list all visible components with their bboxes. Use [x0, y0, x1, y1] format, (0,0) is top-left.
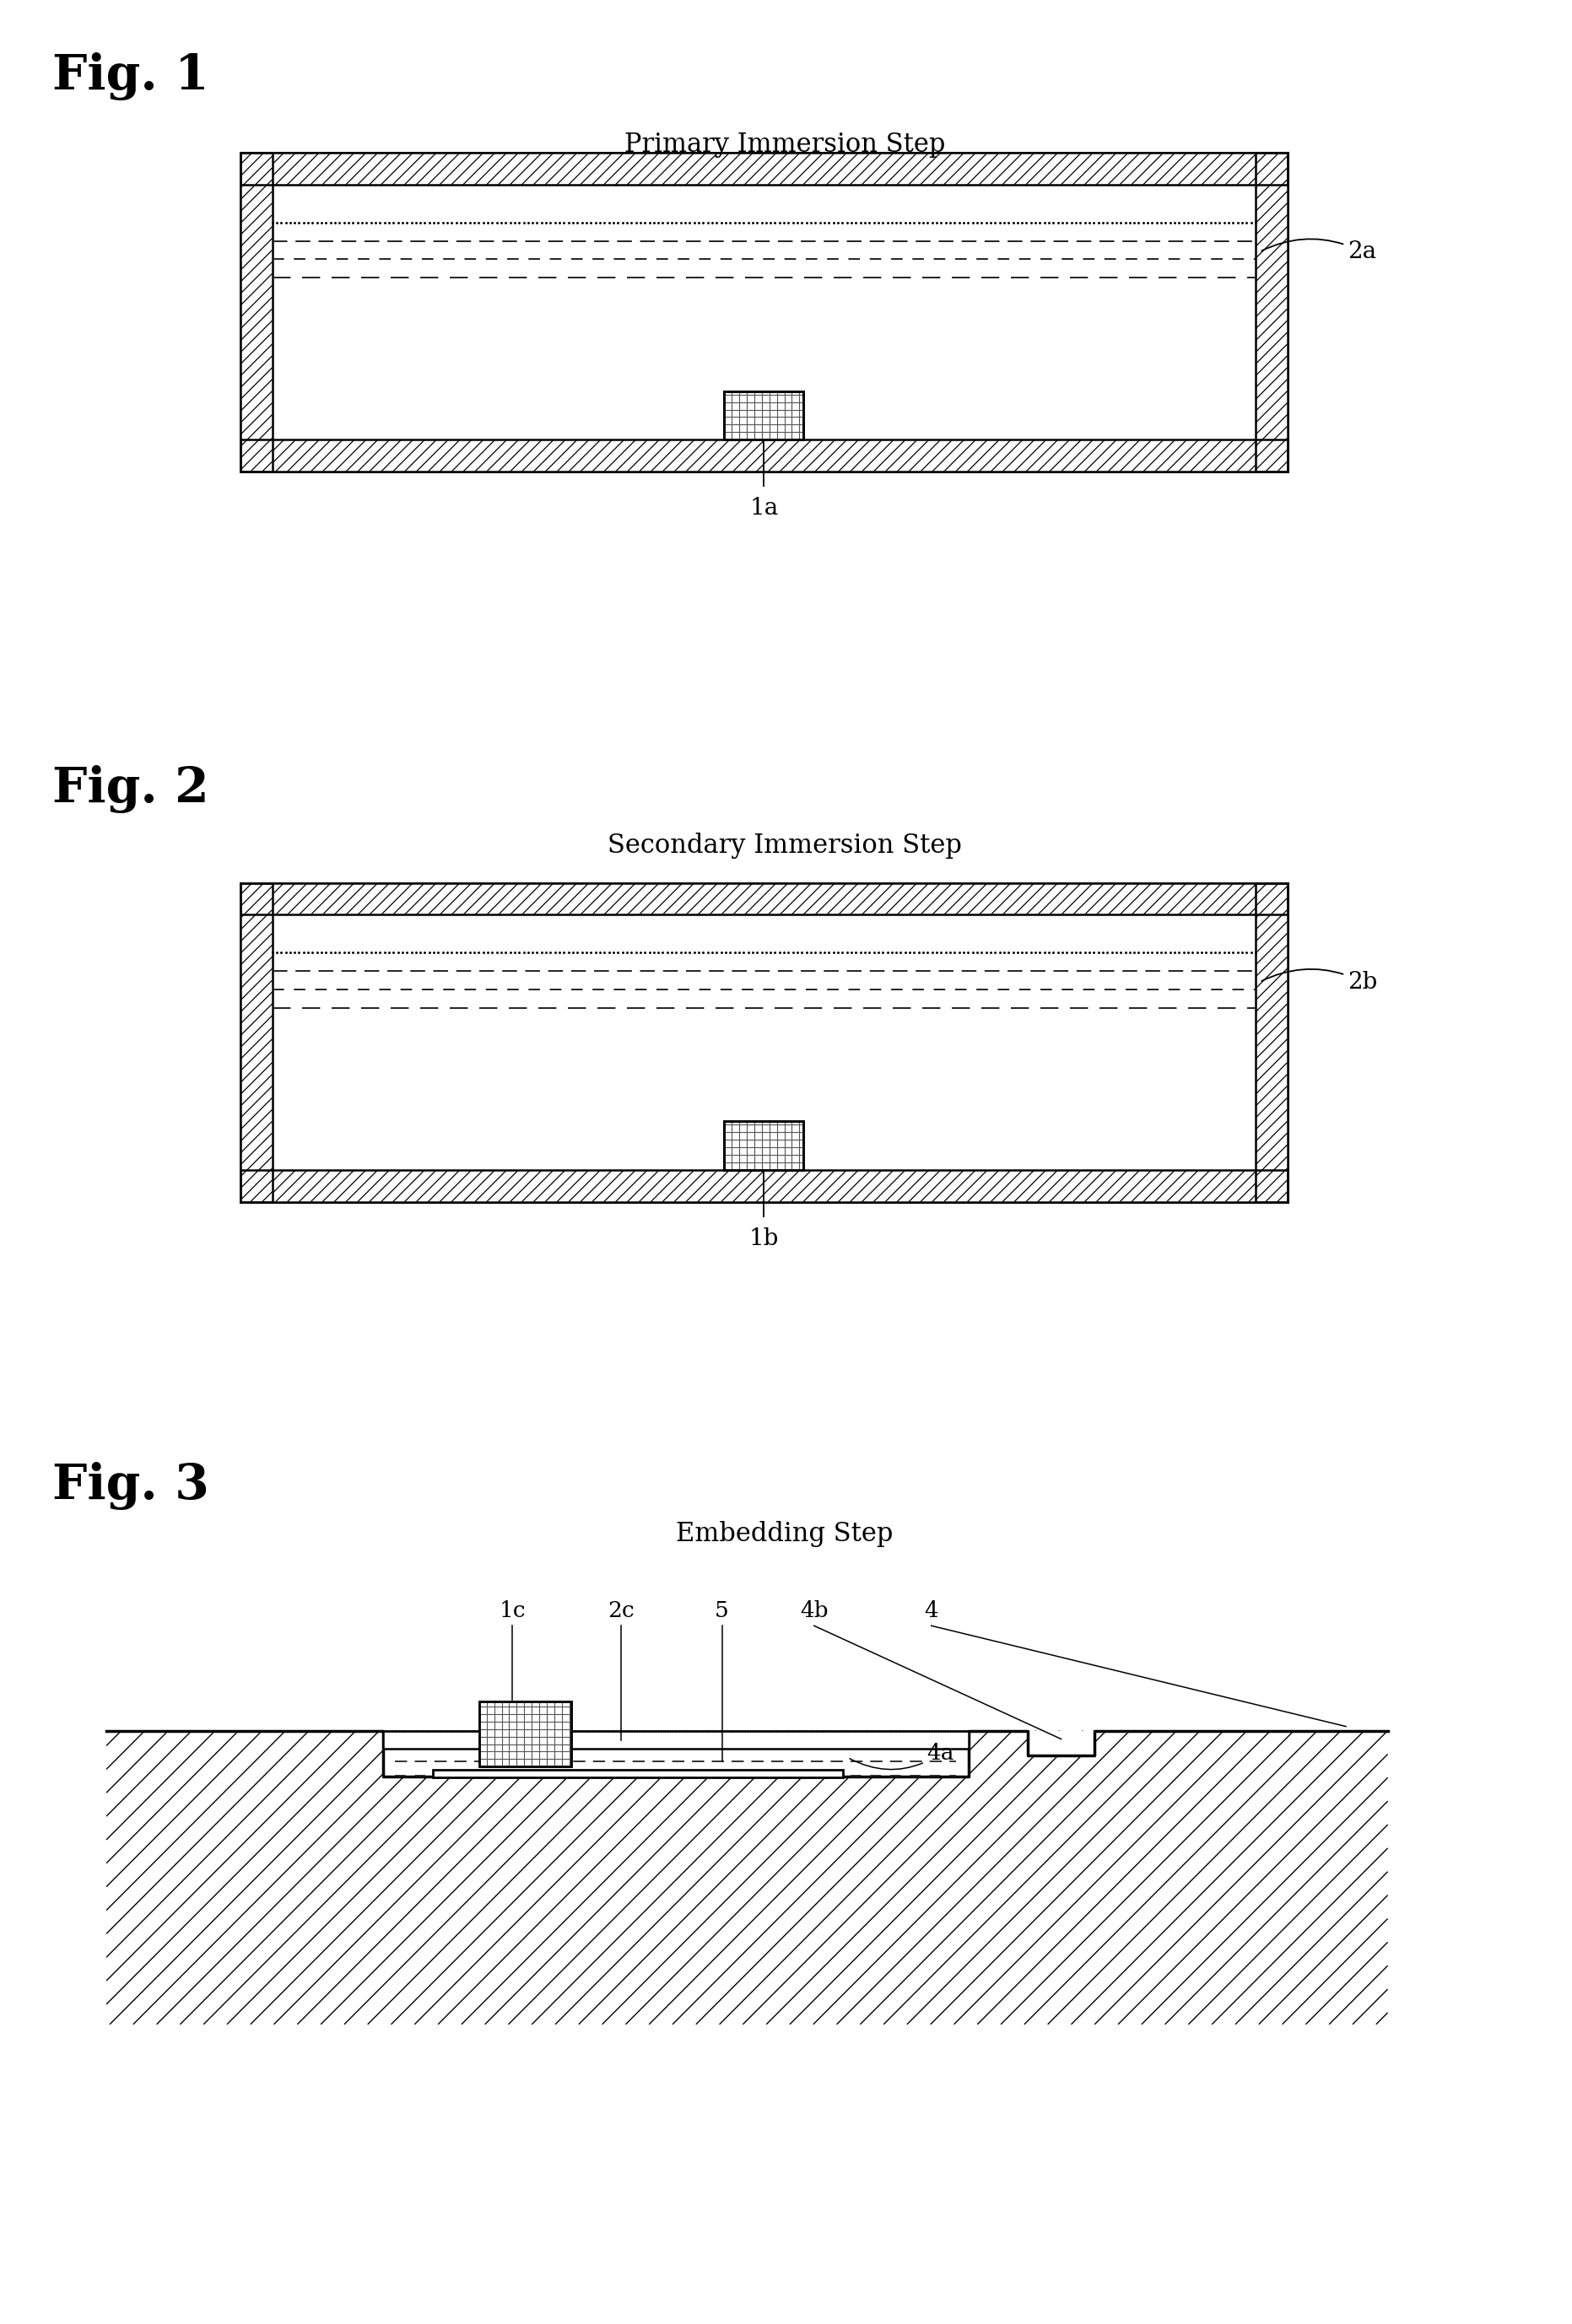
- Bar: [241, 439, 1287, 472]
- Text: 4a: 4a: [849, 1743, 954, 1769]
- Bar: [382, 1731, 968, 1750]
- Bar: [241, 153, 272, 472]
- Text: Fig. 3: Fig. 3: [52, 1462, 209, 1511]
- Bar: [241, 153, 1287, 184]
- Text: Secondary Immersion Step: Secondary Immersion Step: [608, 832, 962, 860]
- Bar: [241, 883, 1287, 1202]
- Bar: [432, 1771, 843, 1778]
- Text: 4b: 4b: [800, 1601, 828, 1622]
- Bar: [1256, 883, 1287, 1202]
- Text: 1c: 1c: [500, 1601, 527, 1622]
- Text: 2a: 2a: [1262, 239, 1377, 263]
- Text: 2b: 2b: [1262, 969, 1377, 992]
- Bar: [725, 390, 803, 439]
- Text: Primary Immersion Step: Primary Immersion Step: [624, 132, 945, 158]
- Text: Fig. 2: Fig. 2: [52, 765, 209, 813]
- Bar: [241, 883, 272, 1202]
- Bar: [241, 883, 272, 1202]
- Bar: [241, 1169, 1287, 1202]
- Text: 1b: 1b: [748, 1227, 778, 1250]
- Bar: [241, 439, 1287, 472]
- Bar: [1256, 153, 1287, 472]
- Bar: [241, 883, 1287, 916]
- Text: 5: 5: [715, 1601, 729, 1622]
- Text: 1a: 1a: [750, 497, 778, 521]
- Text: 4: 4: [924, 1601, 938, 1622]
- Bar: [479, 1701, 571, 1766]
- Bar: [1256, 883, 1287, 1202]
- Bar: [382, 1731, 968, 1778]
- Bar: [1028, 1731, 1094, 1757]
- Bar: [725, 390, 803, 439]
- Bar: [241, 883, 1287, 916]
- Bar: [479, 1701, 571, 1766]
- Bar: [272, 184, 1256, 439]
- Bar: [1256, 153, 1287, 472]
- Text: 2c: 2c: [608, 1601, 635, 1622]
- Text: Fig. 1: Fig. 1: [52, 51, 209, 100]
- Bar: [241, 153, 272, 472]
- Bar: [725, 1120, 803, 1169]
- Bar: [272, 916, 1256, 1169]
- Bar: [241, 153, 1287, 184]
- Bar: [241, 1169, 1287, 1202]
- Bar: [241, 153, 1287, 472]
- Bar: [725, 1120, 803, 1169]
- Bar: [107, 1731, 1388, 2024]
- Text: Embedding Step: Embedding Step: [676, 1520, 893, 1548]
